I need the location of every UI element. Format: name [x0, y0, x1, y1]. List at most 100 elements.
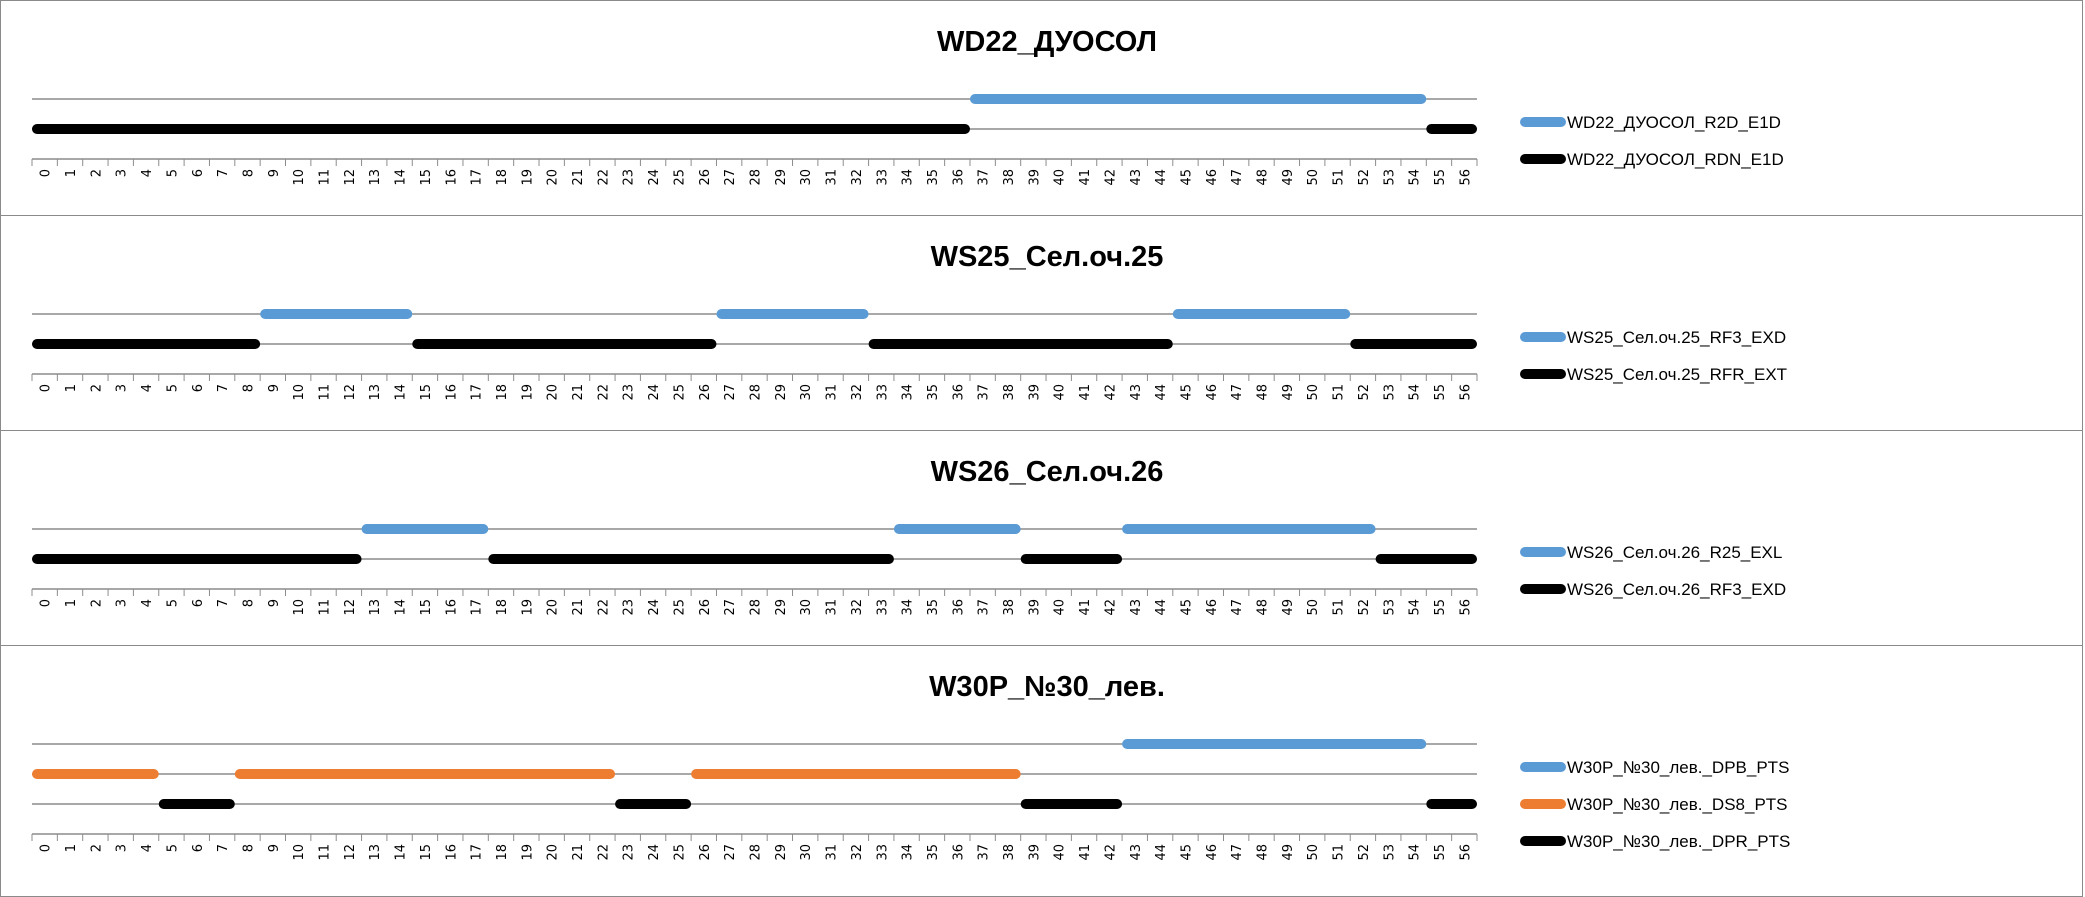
x-tick-label: 53	[1382, 599, 1397, 616]
x-tick-label: 28	[749, 599, 764, 616]
x-tick-label: 32	[850, 599, 865, 616]
x-tick-label: 13	[368, 844, 383, 861]
chart-panel: WD22_ДУОСОЛ WD22_ДУОСОЛ_R2D_E1D WD22_ДУОСО…	[0, 0, 2083, 216]
x-tick-label: 26	[698, 384, 713, 401]
x-tick-label: 27	[723, 599, 738, 616]
x-tick-label: 3	[115, 384, 130, 392]
x-tick-label: 15	[419, 384, 434, 401]
x-tick-label: 35	[926, 599, 941, 616]
x-tick-label: 12	[343, 169, 358, 186]
x-tick-label: 23	[622, 169, 637, 186]
legend-label: WS25_Сел.оч.25_RF3_EXD	[1567, 328, 1786, 347]
x-tick-label: 35	[926, 844, 941, 861]
x-tick-label: 6	[191, 384, 206, 392]
x-tick-label: 36	[951, 844, 966, 861]
x-tick-label: 14	[394, 844, 409, 861]
x-tick-label: 30	[799, 599, 814, 616]
x-tick-label: 36	[951, 384, 966, 401]
x-tick-label: 36	[951, 599, 966, 616]
chart-panel: W30P_№30_лев. W30P_№30_лев._DPB_PTS W30P_№…	[0, 645, 2083, 897]
x-tick-label: 19	[520, 169, 535, 186]
x-tick-label: 26	[698, 844, 713, 861]
x-tick-label: 48	[1256, 844, 1271, 861]
x-tick-label: 54	[1408, 844, 1423, 861]
x-tick-label: 8	[241, 169, 256, 177]
x-tick-label: 11	[318, 844, 333, 861]
x-tick-label: 10	[292, 384, 307, 401]
x-tick-label: 3	[115, 844, 130, 852]
x-tick-label: 13	[368, 599, 383, 616]
x-tick-label: 52	[1357, 599, 1372, 616]
x-tick-label: 49	[1281, 844, 1296, 861]
x-tick-label: 5	[165, 844, 180, 852]
x-tick-label: 52	[1357, 844, 1372, 861]
x-tick-label: 48	[1256, 169, 1271, 186]
x-tick-label: 37	[977, 599, 992, 616]
x-tick-label: 6	[191, 169, 206, 177]
chart-title: WD22_ДУОСОЛ	[937, 26, 1157, 58]
x-tick-label: 19	[520, 384, 535, 401]
chart-title: WS26_Сел.оч.26	[931, 456, 1164, 488]
x-tick-label: 45	[1179, 844, 1194, 861]
x-tick-label: 33	[875, 169, 890, 186]
x-tick-label: 50	[1306, 844, 1321, 861]
x-tick-label: 17	[470, 384, 485, 401]
x-tick-label: 39	[1027, 169, 1042, 186]
x-tick-label: 31	[825, 384, 840, 401]
x-tick-label: 20	[546, 844, 561, 861]
x-tick-label: 27	[723, 384, 738, 401]
x-tick-label: 25	[672, 599, 687, 616]
x-tick-label: 43	[1129, 844, 1144, 861]
x-tick-label: 53	[1382, 844, 1397, 861]
x-tick-label: 21	[571, 384, 586, 401]
x-tick-label: 45	[1179, 384, 1194, 401]
x-tick-label: 4	[140, 844, 155, 852]
x-tick-label: 15	[419, 169, 434, 186]
x-tick-label: 18	[495, 844, 510, 861]
x-tick-label: 48	[1256, 599, 1271, 616]
x-tick-label: 11	[318, 169, 333, 186]
x-tick-label: 0	[39, 169, 54, 177]
x-tick-label: 1	[64, 844, 79, 852]
x-tick-label: 25	[672, 844, 687, 861]
x-tick-label: 43	[1129, 384, 1144, 401]
x-tick-label: 1	[64, 384, 79, 392]
x-tick-label: 6	[191, 599, 206, 607]
x-tick-label: 31	[825, 844, 840, 861]
x-tick-label: 22	[596, 384, 611, 401]
x-tick-label: 18	[495, 169, 510, 186]
x-tick-label: 42	[1103, 384, 1118, 401]
x-tick-label: 37	[977, 169, 992, 186]
x-tick-label: 31	[825, 169, 840, 186]
x-tick-label: 32	[850, 384, 865, 401]
x-tick-label: 47	[1230, 169, 1245, 186]
x-tick-label: 27	[723, 844, 738, 861]
x-tick-label: 51	[1332, 384, 1347, 401]
x-tick-label: 41	[1078, 844, 1093, 861]
x-tick-label: 28	[749, 844, 764, 861]
x-tick-label: 41	[1078, 169, 1093, 186]
x-tick-label: 26	[698, 169, 713, 186]
chart-svg: W30P_№30_лев. W30P_№30_лев._DPB_PTS W30P_№…	[31, 671, 1790, 861]
x-tick-label: 35	[926, 384, 941, 401]
x-tick-label: 0	[39, 384, 54, 392]
x-tick-label: 33	[875, 384, 890, 401]
x-tick-label: 40	[1053, 599, 1068, 616]
x-tick-label: 42	[1103, 599, 1118, 616]
x-tick-label: 34	[901, 169, 916, 186]
x-tick-label: 34	[901, 844, 916, 861]
x-tick-label: 27	[723, 169, 738, 186]
x-tick-label: 24	[647, 384, 662, 401]
x-tick-label: 9	[267, 599, 282, 607]
x-tick-label: 21	[571, 169, 586, 186]
x-tick-label: 7	[216, 169, 231, 177]
x-tick-label: 13	[368, 384, 383, 401]
x-tick-label: 39	[1027, 599, 1042, 616]
x-tick-label: 44	[1154, 384, 1169, 401]
x-tick-label: 23	[622, 599, 637, 616]
x-tick-label: 38	[1002, 384, 1017, 401]
x-tick-label: 16	[444, 169, 459, 186]
x-tick-label: 40	[1053, 384, 1068, 401]
x-tick-label: 2	[89, 599, 104, 607]
legend-label: WS26_Сел.оч.26_RF3_EXD	[1567, 580, 1786, 599]
